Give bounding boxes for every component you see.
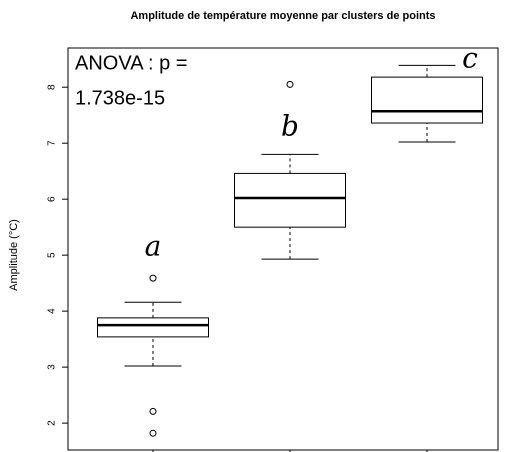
plot-frame — [67, 47, 499, 451]
annotation: 1.738e-15 — [75, 87, 165, 109]
chart-title: Amplitude de température moyenne par clu… — [130, 10, 435, 22]
y-tick-label: 4 — [47, 308, 58, 314]
box — [97, 317, 209, 338]
y-tick-label: 6 — [47, 196, 58, 202]
y-tick-label: 5 — [47, 252, 58, 258]
outlier — [149, 407, 157, 415]
outlier — [286, 80, 294, 88]
y-tick-label: 2 — [47, 420, 58, 426]
y-tick-label: 7 — [47, 140, 58, 146]
box — [371, 76, 483, 124]
outlier — [149, 429, 157, 437]
y-axis-label: Amplitude (°C) — [8, 219, 20, 291]
group-letter: b — [281, 110, 299, 143]
group-letter: a — [145, 230, 162, 263]
y-tick-label: 8 — [47, 84, 58, 90]
box — [234, 172, 346, 228]
outlier — [149, 274, 157, 282]
annotation: ANOVA : p = — [75, 52, 187, 74]
group-letter: c — [462, 42, 478, 75]
y-tick-label: 3 — [47, 364, 58, 370]
